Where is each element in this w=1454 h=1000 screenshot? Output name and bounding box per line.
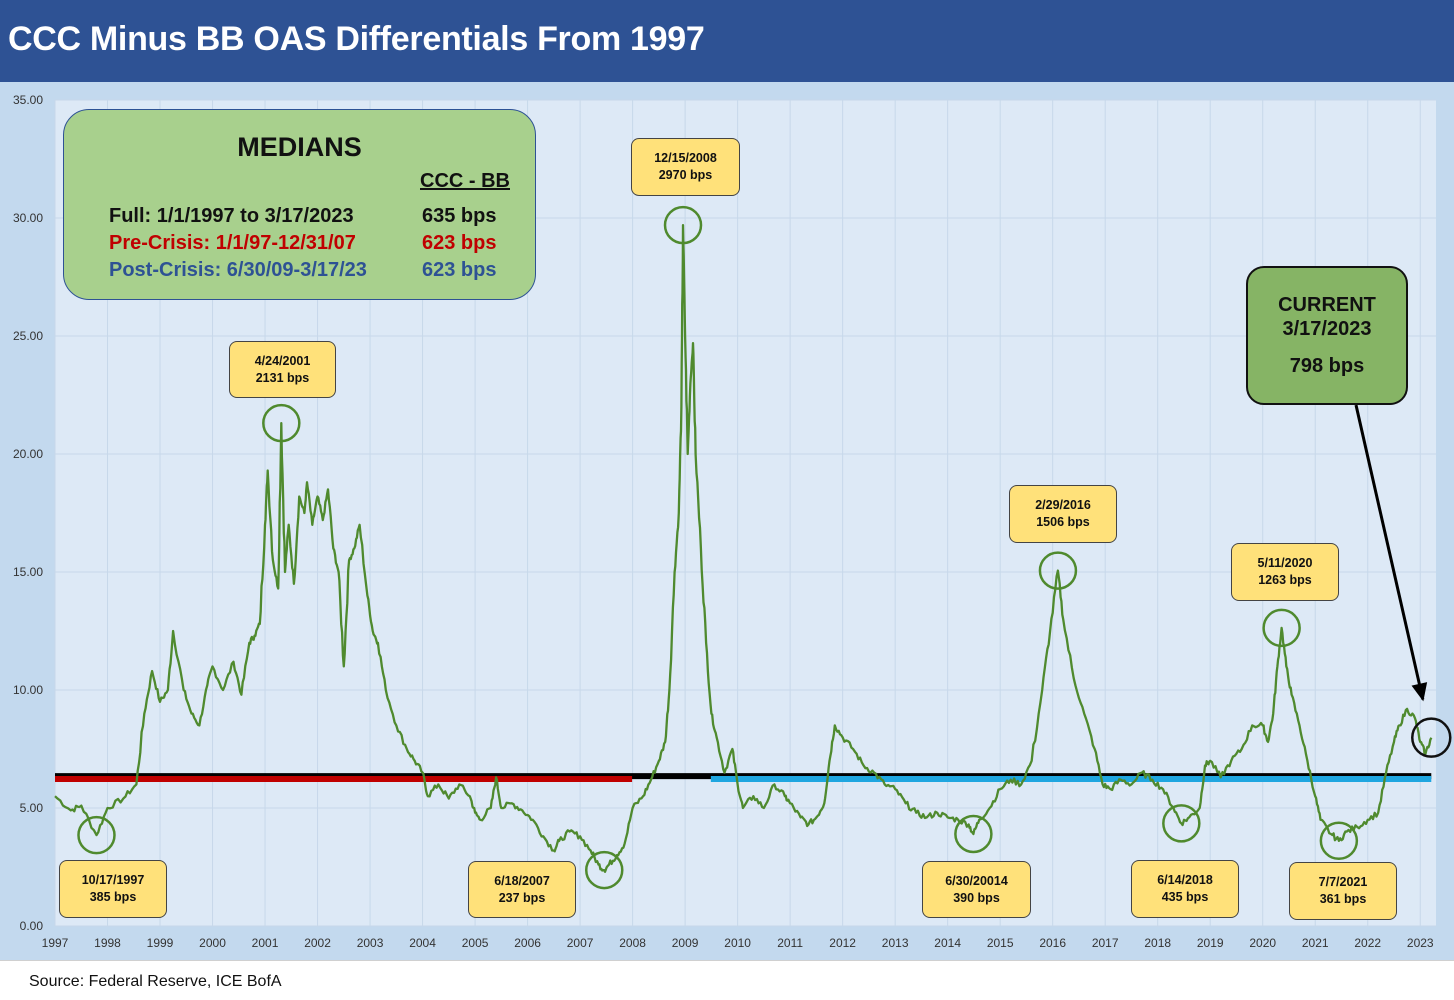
annotation-value: 2970 bps	[658, 168, 713, 182]
annotation-date: 12/15/2008	[654, 151, 717, 165]
medians-box: MEDIANS CCC - BB Full: 1/1/1997 to 3/17/…	[63, 109, 536, 300]
medians-row-label: Post-Crisis: 6/30/09-3/17/23	[109, 259, 367, 281]
extreme-circle	[1319, 821, 1359, 861]
x-tick-label: 2022	[1354, 936, 1381, 950]
x-axis-ticks: 1997 1998 1999 2000 2001 2002 2003 2004 2005 2006…	[42, 936, 1434, 950]
annotation-value: 385 bps	[89, 890, 137, 904]
extreme-circle	[663, 205, 703, 245]
current-label: CURRENT	[1278, 294, 1376, 316]
annotation-callout: 6/30/20014 390 bps	[922, 861, 1031, 918]
median-lines	[55, 773, 1432, 782]
arrow-head	[1411, 682, 1428, 702]
x-tick-label: 2002	[304, 936, 331, 950]
x-tick-label: 2018	[1144, 936, 1171, 950]
current-arrow	[1354, 404, 1428, 702]
annotation-date: 7/7/2021	[1318, 875, 1368, 889]
x-tick-label: 2003	[357, 936, 384, 950]
annotation-value: 237 bps	[498, 890, 546, 905]
x-tick-label: 2000	[199, 936, 226, 950]
medians-column-header: CCC - BB	[420, 170, 510, 192]
x-tick-label: 2010	[724, 936, 751, 950]
x-tick-label: 1997	[42, 936, 69, 950]
extreme-circle	[954, 814, 993, 854]
x-tick-label: 2012	[829, 936, 856, 950]
current-box: CURRENT 3/17/2023 798 bps	[1246, 266, 1408, 405]
annotation-value: 2131 bps	[255, 370, 310, 385]
x-tick-label: 2006	[514, 936, 541, 950]
x-tick-label: 2005	[462, 936, 489, 950]
annotation-value: 435 bps	[1161, 890, 1209, 904]
medians-row-value: 635 bps	[422, 205, 497, 227]
x-tick-label: 2023	[1407, 936, 1434, 950]
x-tick-label: 2013	[882, 936, 909, 950]
extreme-circle	[1262, 608, 1301, 648]
extreme-circles	[77, 205, 1452, 890]
x-tick-label: 2020	[1249, 936, 1276, 950]
annotation-callout: 6/18/2007 237 bps	[468, 861, 576, 918]
extreme-circle	[262, 403, 301, 443]
source-note: Source: Federal Reserve, ICE BofA	[29, 973, 282, 990]
x-tick-label: 2015	[987, 936, 1014, 950]
x-tick-label: 2014	[934, 936, 961, 950]
arrow-shaft	[1354, 404, 1425, 700]
annotation-callout: 6/14/2018 435 bps	[1131, 860, 1239, 918]
x-tick-label: 2007	[567, 936, 594, 950]
y-tick-label: 35.00	[13, 93, 43, 107]
x-tick-label: 2001	[252, 936, 279, 950]
x-tick-label: 2021	[1302, 936, 1329, 950]
medians-row-value: 623 bps	[422, 259, 497, 281]
annotation-value: 1506 bps	[1036, 515, 1090, 529]
annotation-value: 361 bps	[1319, 892, 1367, 906]
extreme-circle	[77, 815, 116, 855]
extreme-circle	[1162, 804, 1201, 843]
y-tick-label: 30.00	[13, 211, 43, 225]
x-tick-label: 2016	[1039, 936, 1066, 950]
annotation-date: 4/24/2001	[254, 353, 311, 368]
y-tick-label: 20.00	[13, 447, 43, 461]
spread-line	[54, 223, 1433, 873]
annotation-value: 390 bps	[953, 890, 1000, 905]
medians-row-label: Full: 1/1/1997 to 3/17/2023	[109, 205, 354, 227]
x-tick-label: 2009	[672, 936, 699, 950]
annotation-date: 6/30/20014	[945, 873, 1008, 888]
annotation-callout: 4/24/2001 2131 bps	[229, 341, 336, 398]
footer: Source: Federal Reserve, ICE BofA	[0, 960, 1454, 1000]
annotation-callout: 5/11/2020 1263 bps	[1231, 543, 1339, 601]
extreme-circle	[1038, 551, 1078, 590]
medians-title: MEDIANS	[237, 132, 362, 162]
annotation-callout: 12/15/2008 2970 bps	[631, 138, 740, 196]
y-axis-ticks: 0.00 5.00 10.00 15.00 20.00 25.00 30.00 35.00	[13, 93, 43, 933]
annotation-date: 10/17/1997	[81, 873, 145, 887]
x-tick-label: 2017	[1092, 936, 1119, 950]
annotation-callout: 10/17/1997 385 bps	[59, 860, 167, 918]
medians-row-label: Pre-Crisis: 1/1/97-12/31/07	[109, 232, 356, 254]
x-tick-label: 2011	[777, 936, 803, 950]
x-tick-label: 1999	[147, 936, 174, 950]
annotation-date: 6/18/2007	[494, 873, 550, 888]
annotation-date: 6/14/2018	[1157, 873, 1213, 887]
y-tick-label: 0.00	[20, 919, 44, 933]
current-circle	[1411, 717, 1452, 758]
y-tick-label: 10.00	[13, 683, 43, 697]
x-tick-label: 1998	[94, 936, 121, 950]
y-tick-label: 25.00	[13, 329, 43, 343]
page-title: CCC Minus BB OAS Differentials From 1997	[8, 20, 705, 58]
annotation-callout: 2/29/2016 1506 bps	[1009, 485, 1117, 543]
medians-row-value: 623 bps	[422, 232, 497, 254]
x-tick-label: 2019	[1197, 936, 1224, 950]
annotation-date: 2/29/2016	[1035, 498, 1091, 512]
annotation-date: 5/11/2020	[1257, 556, 1313, 570]
current-date: 3/17/2023	[1282, 318, 1372, 340]
x-tick-label: 2008	[619, 936, 646, 950]
y-tick-label: 15.00	[13, 565, 43, 579]
x-tick-label: 2004	[409, 936, 436, 950]
extreme-circle	[584, 850, 624, 890]
annotation-value: 1263 bps	[1258, 573, 1312, 587]
current-value: 798 bps	[1289, 355, 1365, 377]
annotation-callout: 7/7/2021 361 bps	[1289, 862, 1397, 920]
y-tick-label: 5.00	[20, 801, 44, 815]
title-bar: CCC Minus BB OAS Differentials From 1997	[0, 0, 1454, 82]
